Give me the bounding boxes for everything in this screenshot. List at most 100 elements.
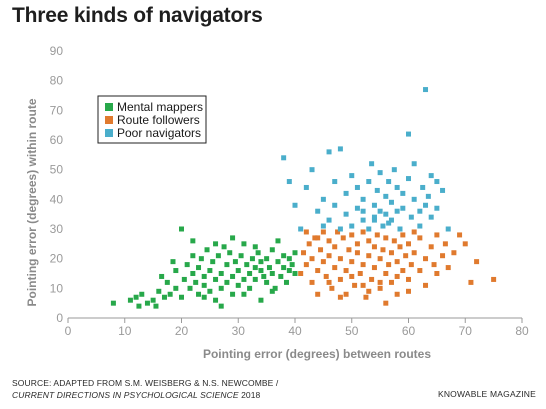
- data-point: [238, 253, 244, 259]
- data-point: [377, 285, 383, 291]
- data-point: [366, 226, 372, 232]
- data-point: [303, 262, 309, 268]
- data-point: [354, 205, 360, 211]
- data-point: [400, 205, 406, 211]
- data-point: [445, 226, 451, 232]
- data-point: [207, 288, 213, 294]
- data-point: [255, 250, 261, 256]
- x-tick-label: 60: [402, 324, 416, 338]
- data-point: [371, 244, 377, 250]
- data-point: [292, 271, 298, 276]
- source-journal: CURRENT DIRECTIONS IN PSYCHOLOGICAL SCIE…: [12, 390, 239, 400]
- x-tick-label: 80: [515, 324, 529, 338]
- data-point: [411, 250, 417, 256]
- legend-box: [97, 95, 207, 144]
- data-point: [326, 238, 332, 244]
- data-point: [425, 193, 431, 199]
- data-point: [394, 208, 400, 214]
- data-point: [139, 291, 145, 297]
- data-point: [232, 259, 238, 265]
- data-point: [230, 273, 236, 279]
- data-point: [374, 232, 380, 238]
- data-point: [388, 279, 394, 285]
- data-point: [468, 279, 474, 285]
- legend-swatch: [105, 129, 113, 137]
- data-point: [411, 161, 417, 167]
- data-point: [332, 179, 338, 185]
- data-point: [230, 235, 236, 241]
- data-point: [156, 288, 162, 294]
- data-point: [150, 297, 156, 303]
- data-point: [269, 271, 275, 276]
- data-point: [397, 244, 403, 250]
- data-point: [394, 184, 400, 190]
- series-1: [110, 226, 298, 309]
- data-point: [440, 187, 446, 193]
- data-point: [428, 244, 434, 250]
- data-point: [343, 190, 349, 196]
- data-point: [204, 247, 210, 253]
- data-point: [315, 291, 321, 297]
- data-point: [281, 155, 287, 161]
- data-point: [315, 208, 321, 214]
- data-point: [252, 244, 258, 250]
- data-point: [406, 176, 411, 182]
- data-point: [326, 217, 332, 223]
- data-point: [312, 235, 318, 241]
- data-point: [329, 285, 335, 291]
- data-point: [303, 184, 309, 190]
- x-tick-label: 10: [118, 324, 132, 338]
- data-point: [349, 223, 355, 229]
- data-point: [258, 268, 264, 274]
- data-point: [428, 214, 434, 220]
- data-point: [179, 294, 184, 300]
- x-tick-label: 40: [288, 324, 302, 338]
- data-point: [337, 256, 343, 262]
- data-point: [357, 271, 363, 276]
- data-point: [391, 238, 397, 244]
- data-point: [309, 167, 315, 173]
- data-point: [298, 271, 304, 276]
- data-point: [278, 273, 284, 279]
- data-point: [417, 235, 423, 241]
- data-point: [173, 285, 179, 291]
- data-point: [144, 300, 150, 306]
- publisher-brand: KNOWABLE MAGAZINE: [437, 389, 536, 399]
- x-axis-label: Pointing error (degrees) between routes: [203, 347, 431, 361]
- data-point: [264, 256, 270, 262]
- data-point: [408, 214, 414, 220]
- data-point: [434, 232, 440, 238]
- data-point: [298, 226, 304, 232]
- data-point: [377, 208, 383, 214]
- data-point: [377, 170, 383, 176]
- data-point: [269, 247, 275, 253]
- data-point: [383, 211, 389, 217]
- data-point: [360, 262, 366, 268]
- x-tick-label: 70: [459, 324, 473, 338]
- data-point: [170, 259, 176, 265]
- data-point: [403, 253, 409, 259]
- data-point: [394, 273, 400, 279]
- data-point: [201, 294, 207, 300]
- data-point: [207, 268, 213, 274]
- data-point: [369, 276, 375, 282]
- data-point: [428, 173, 434, 179]
- data-point: [252, 265, 258, 271]
- data-point: [406, 131, 411, 137]
- data-point: [303, 229, 309, 235]
- legend-entry: Poor navigators: [117, 126, 201, 140]
- data-point: [400, 268, 406, 274]
- data-point: [394, 291, 400, 297]
- data-point: [127, 297, 133, 303]
- data-point: [388, 250, 394, 256]
- data-point: [153, 303, 159, 309]
- data-point: [332, 202, 338, 208]
- data-point: [374, 187, 380, 193]
- data-point: [221, 244, 227, 250]
- data-point: [320, 223, 326, 229]
- data-point: [190, 253, 196, 259]
- data-point: [215, 253, 221, 259]
- data-point: [335, 229, 341, 235]
